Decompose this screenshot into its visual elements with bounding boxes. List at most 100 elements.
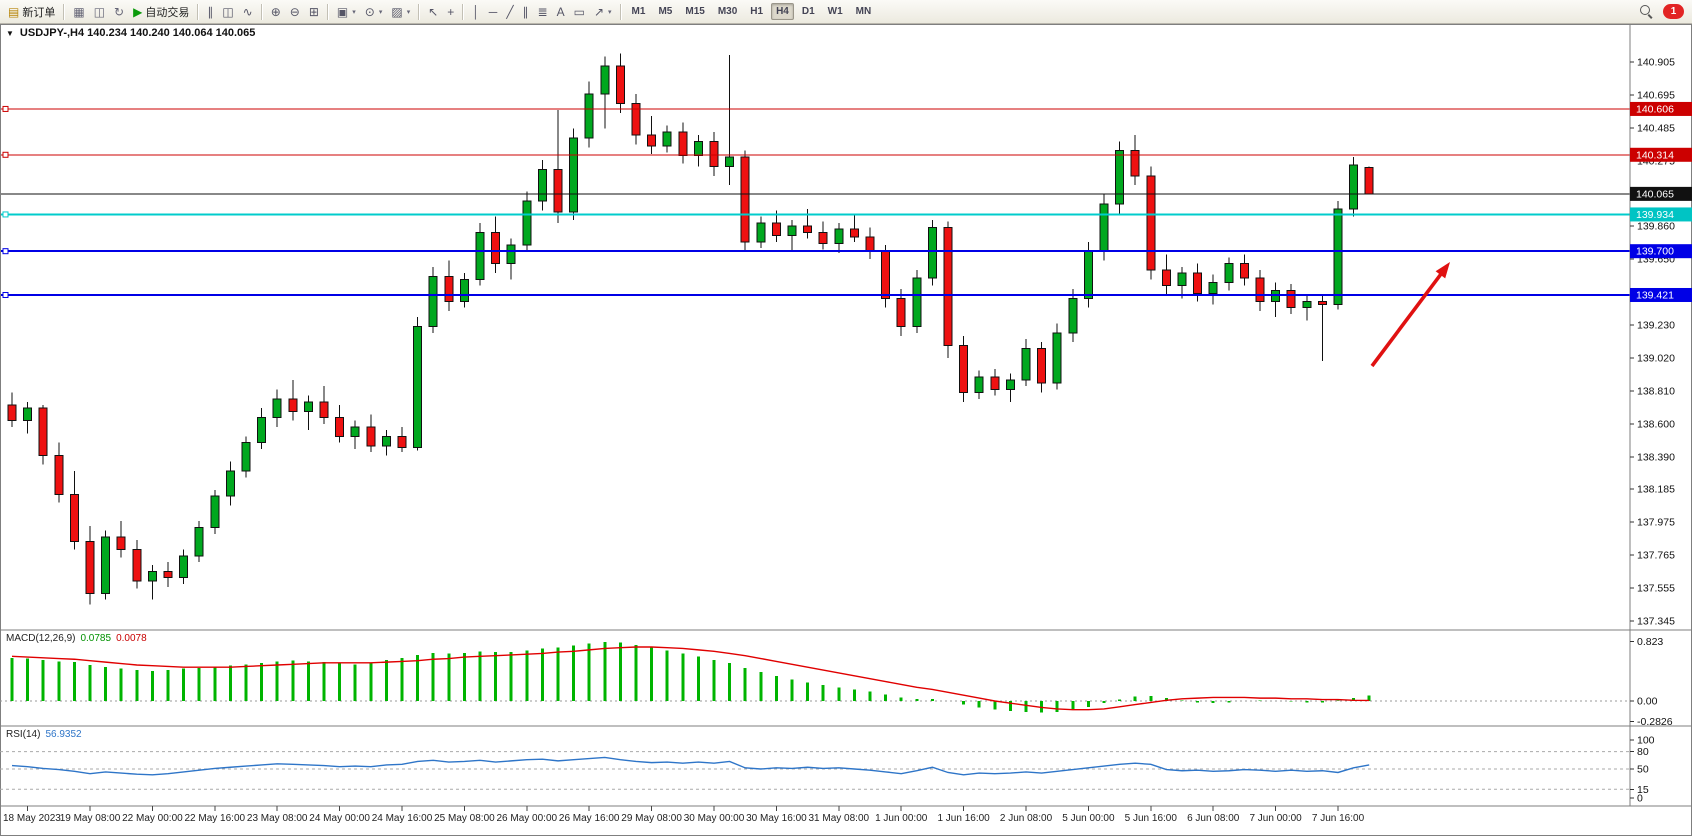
timeframe-m1-button[interactable]: M1 xyxy=(631,6,646,17)
notification-badge[interactable]: 1 xyxy=(1663,4,1684,19)
time-axis-label: 26 May 00:00 xyxy=(496,813,557,824)
refresh-icon[interactable]: ↻ xyxy=(110,1,128,23)
time-axis-label: 22 May 00:00 xyxy=(122,813,183,824)
time-axis-label: 24 May 00:00 xyxy=(309,813,370,824)
channel-icon[interactable]: ∥ xyxy=(519,1,533,23)
rsi-line xyxy=(11,756,1370,776)
resistance-line-140314-badge-text: 140.314 xyxy=(1636,149,1674,161)
toolbar-separator xyxy=(462,3,465,20)
arrow-tool-icon-dropdown-icon[interactable]: ▾ xyxy=(608,8,612,16)
horizontal-line-icon[interactable]: ─ xyxy=(485,1,502,23)
template-icon-dropdown-icon[interactable]: ▾ xyxy=(406,8,411,16)
toolbar-separator xyxy=(619,3,622,20)
resistance-line-140314-handle[interactable] xyxy=(2,151,9,158)
auto-trading-button-label: 自动交易 xyxy=(145,6,190,19)
timeframe-m5-button[interactable]: M5 xyxy=(658,6,673,17)
trendline-icon[interactable]: ╱ xyxy=(502,1,517,23)
timeframe-m15-button[interactable]: M15 xyxy=(685,6,705,17)
bid-price-line-badge-text: 140.065 xyxy=(1636,188,1674,200)
fibonacci-icon[interactable]: ≣ xyxy=(534,1,552,23)
new-chart-icon-dropdown-icon[interactable]: ▾ xyxy=(352,8,356,16)
rsi-axis-label: 0 xyxy=(1637,793,1643,805)
support-line-139421-badge-text: 139.421 xyxy=(1636,289,1674,301)
data-window-icon[interactable]: ◫ xyxy=(90,1,109,23)
new-order-button[interactable]: ▤ 新订单 xyxy=(4,1,59,23)
rsi-title: RSI(14) xyxy=(6,729,41,740)
support-line-139421-handle[interactable] xyxy=(2,291,9,298)
timeframe-m30-button[interactable]: M30 xyxy=(717,6,738,17)
timeframe-mn-button[interactable]: MN xyxy=(855,6,872,17)
time-axis-label: 5 Jun 00:00 xyxy=(1062,813,1115,824)
toolbar: ▤ 新订单 ▦ ◫ ↻ ▶ 自动交易 ∥ ◫ ∿ ⊕ ⊖ ⊞ ▣ ▾ ⊙ ▾ ▨ ▾ ↖ + │ ─ ╱ ∥ ≣ A ▭ ↗ ▾ M1 M5 M… xyxy=(0,0,1692,24)
macd-axis-label: 0.823 xyxy=(1637,636,1663,648)
vertical-line-icon-glyph: │ xyxy=(472,4,480,19)
candlestick-series xyxy=(7,53,1374,605)
zoom-in-icon[interactable]: ⊕ xyxy=(267,1,285,23)
cursor-icon[interactable]: ↖ xyxy=(424,1,442,23)
resistance-line-140606-badge-text: 140.606 xyxy=(1636,103,1674,115)
time-axis-label: 25 May 08:00 xyxy=(434,813,495,824)
timeframe-h1-button[interactable]: H1 xyxy=(750,6,764,17)
toolbar-separator xyxy=(326,3,329,20)
timeframe-h4-button[interactable]: H4 xyxy=(771,3,794,20)
symbol-ohlc-text: USDJPY-,H4 140.234 140.240 140.064 140.0… xyxy=(19,27,256,39)
rsi-axis-label: 50 xyxy=(1637,764,1649,776)
arrow-tool-icon[interactable]: ↗ ▾ xyxy=(590,1,616,23)
search-icon[interactable] xyxy=(1639,4,1654,19)
label-icon[interactable]: ▭ xyxy=(570,1,589,23)
price-badges: 140.606 140.314 140.065 139.934 139.700 139.4… xyxy=(1630,101,1692,302)
time-axis-label: 30 May 16:00 xyxy=(746,813,807,824)
candlestick-type-icon[interactable]: ◫ xyxy=(218,1,237,23)
price-axis-label: 137.975 xyxy=(1637,517,1675,529)
level-line-139934-handle[interactable] xyxy=(2,211,9,218)
horizontal-lines xyxy=(0,105,1630,298)
arrow-annotation[interactable] xyxy=(1370,262,1450,368)
horizontal-line-icon-glyph: ─ xyxy=(488,4,498,19)
price-axis-label: 138.185 xyxy=(1637,484,1675,496)
support-line-139700-handle[interactable] xyxy=(2,248,9,255)
time-axis-label: 24 May 16:00 xyxy=(372,813,433,824)
period-icon[interactable]: ⊙ ▾ xyxy=(361,1,387,23)
period-icon-dropdown-icon[interactable]: ▾ xyxy=(378,8,383,16)
auto-trading-glyph: ▶ xyxy=(133,4,143,19)
crosshair-icon[interactable]: + xyxy=(443,1,458,23)
price-axis-label: 138.390 xyxy=(1637,451,1675,463)
template-icon[interactable]: ▨ ▾ xyxy=(387,1,414,23)
support-line-139700-badge-text: 139.700 xyxy=(1636,246,1674,258)
text-icon-glyph: A xyxy=(556,4,565,19)
market-watch-icon-glyph: ▦ xyxy=(73,4,85,19)
time-axis-label: 7 Jun 00:00 xyxy=(1249,813,1302,824)
bar-chart-type-icon-glyph: ∥ xyxy=(207,4,214,19)
tile-windows-icon[interactable]: ⊞ xyxy=(305,1,323,23)
new-chart-icon[interactable]: ▣ ▾ xyxy=(333,1,360,23)
line-chart-type-icon[interactable]: ∿ xyxy=(239,1,257,23)
timeframe-w1-button[interactable]: W1 xyxy=(827,6,843,17)
label-icon-glyph: ▭ xyxy=(573,4,585,19)
time-axis-label: 1 Jun 00:00 xyxy=(875,813,928,824)
macd-value-signal: 0.0078 xyxy=(116,633,147,644)
text-icon[interactable]: A xyxy=(553,1,569,23)
price-axis-label: 140.905 xyxy=(1637,57,1675,69)
support-line-139700-badge xyxy=(1630,244,1692,259)
timeframe-d1-button[interactable]: D1 xyxy=(801,6,815,17)
zoom-out-icon[interactable]: ⊖ xyxy=(286,1,304,23)
symbol-info-bar: ▼ USDJPY-,H4 140.234 140.240 140.064 140… xyxy=(6,27,255,39)
resistance-line-140606-handle[interactable] xyxy=(2,105,9,112)
one-click-trading-icon[interactable]: ▼ xyxy=(6,28,14,38)
auto-trading-button[interactable]: ▶ 自动交易 xyxy=(129,1,193,23)
cursor-icon-glyph: ↖ xyxy=(428,4,439,19)
rsi-axis-label: 100 xyxy=(1637,735,1655,747)
time-axis-label: 31 May 08:00 xyxy=(808,813,869,824)
time-axis-label: 5 Jun 16:00 xyxy=(1125,813,1178,824)
market-watch-icon[interactable]: ▦ xyxy=(69,1,88,23)
refresh-icon-glyph: ↻ xyxy=(114,4,125,19)
time-axis-label: 6 Jun 08:00 xyxy=(1187,813,1240,824)
channel-icon-glyph: ∥ xyxy=(522,4,529,19)
bar-chart-type-icon[interactable]: ∥ xyxy=(203,1,217,23)
vertical-line-icon[interactable]: │ xyxy=(468,1,484,23)
toolbar-separator xyxy=(418,3,421,20)
macd-pane: 0.823 0.00 -0.2826 xyxy=(0,636,1673,728)
